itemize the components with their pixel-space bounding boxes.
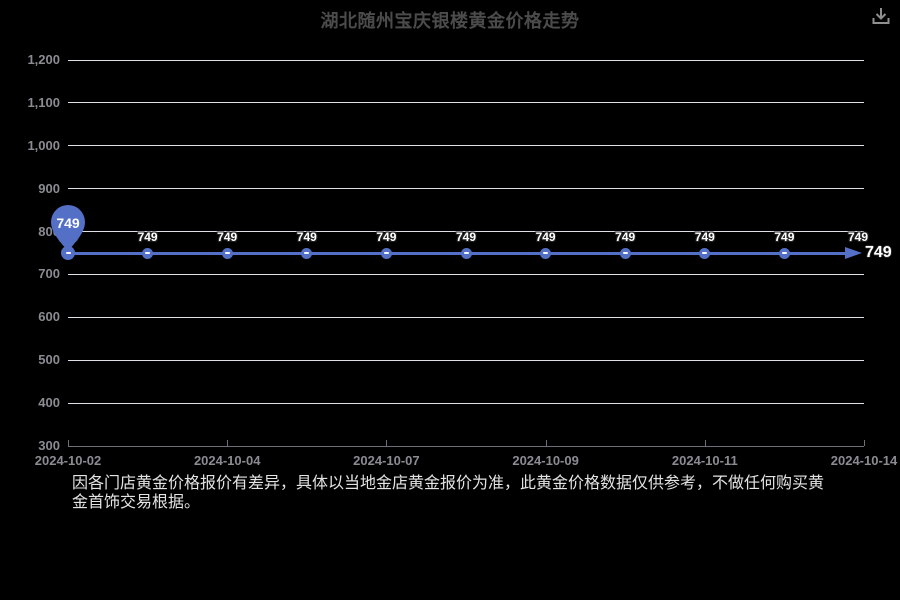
- gridline: [68, 145, 864, 147]
- data-point: [460, 247, 472, 259]
- x-axis-tick-label: 2024-10-07: [353, 453, 420, 468]
- price-pin-marker: 749: [51, 205, 85, 253]
- data-point: [699, 247, 711, 259]
- line-arrowhead: [845, 247, 862, 260]
- data-point-dash: [781, 252, 787, 255]
- disclaimer-line-2: 金首饰交易根据。: [72, 494, 201, 511]
- data-point-label: 749: [217, 230, 238, 245]
- x-axis-tick-label: 2024-10-09: [512, 453, 579, 468]
- download-button[interactable]: [870, 5, 892, 27]
- x-axis-tick: [68, 440, 69, 446]
- x-axis-tick-label: 2024-10-11: [671, 453, 738, 468]
- x-axis-tick-label: 2024-10-14: [830, 453, 898, 468]
- y-axis-tick-label: 1,100: [27, 94, 60, 110]
- x-axis-tick: [227, 440, 229, 446]
- data-point: [301, 247, 313, 259]
- x-axis-tick: [704, 440, 706, 446]
- data-point-dash: [702, 252, 708, 255]
- gridline: [68, 402, 864, 404]
- price-trend-chart[interactable]: 1,200 1,100 1,000 900 800 700 600 500 400 300 2024…: [0, 0, 900, 470]
- data-point-dash: [145, 252, 151, 255]
- gridline: [68, 359, 864, 361]
- y-axis-tick-label: 500: [38, 352, 60, 368]
- price-line: [68, 251, 847, 255]
- y-axis-tick-label: 900: [38, 180, 60, 196]
- disclaimer-line-1: 因各门店黄金价格报价有差异，具体以当地金店黄金报价为准，此黄金价格数据仅供参考，…: [72, 475, 825, 492]
- gridline: [68, 59, 864, 61]
- download-icon: [872, 8, 890, 24]
- data-point: [221, 247, 233, 259]
- data-point-dash: [304, 252, 310, 255]
- y-axis-tick-label: 400: [38, 395, 60, 411]
- data-point-label: 749: [694, 230, 715, 245]
- data-point-dash: [65, 252, 71, 255]
- data-point-label: 749: [376, 230, 397, 245]
- data-point: [61, 246, 75, 261]
- data-point: [142, 247, 154, 259]
- x-axis-tick-label: 2024-10-04: [193, 453, 261, 468]
- gridline: [68, 102, 864, 104]
- data-point-dash: [383, 252, 389, 255]
- x-axis-tick: [545, 440, 547, 446]
- data-point-label: 749: [774, 230, 795, 245]
- data-point-label: 749: [455, 230, 477, 245]
- gridline: [68, 316, 864, 318]
- data-point: [540, 247, 552, 259]
- data-point-dash: [463, 252, 469, 255]
- disclaimer-text: 因各门店黄金价格报价有差异，具体以当地金店黄金报价为准，此黄金价格数据仅供参考，…: [72, 474, 872, 512]
- y-axis-tick-label: 300: [38, 438, 60, 453]
- data-point-label: 749: [535, 230, 556, 245]
- data-point-dash: [224, 252, 230, 255]
- x-axis-tick-label: 2024-10-02: [34, 453, 102, 468]
- gridline: [68, 273, 864, 275]
- data-point: [778, 247, 790, 259]
- x-axis-tick: [386, 440, 388, 446]
- y-axis-tick-label: 1,200: [27, 52, 60, 67]
- x-axis-line: [68, 446, 864, 447]
- price-pin-label: 749: [56, 215, 80, 231]
- y-axis-tick-label: 1,000: [27, 137, 60, 153]
- chart-title: 湖北随州宝庆银楼黄金价格走势: [320, 11, 580, 31]
- data-point-label: 749: [847, 230, 869, 245]
- data-point-dash: [543, 252, 549, 255]
- y-axis-tick-label: 600: [38, 309, 60, 325]
- y-axis-tick-label: 700: [38, 266, 60, 282]
- data-point: [380, 247, 392, 259]
- series-end-label: 749: [865, 244, 892, 262]
- gridline: [68, 231, 864, 233]
- data-point-label: 749: [296, 230, 317, 245]
- data-point-dash: [622, 252, 628, 255]
- data-point: [619, 247, 631, 259]
- gridline: [68, 188, 864, 190]
- data-point-label: 749: [615, 230, 636, 245]
- x-axis-tick: [864, 440, 865, 446]
- data-point-label: 749: [137, 230, 158, 245]
